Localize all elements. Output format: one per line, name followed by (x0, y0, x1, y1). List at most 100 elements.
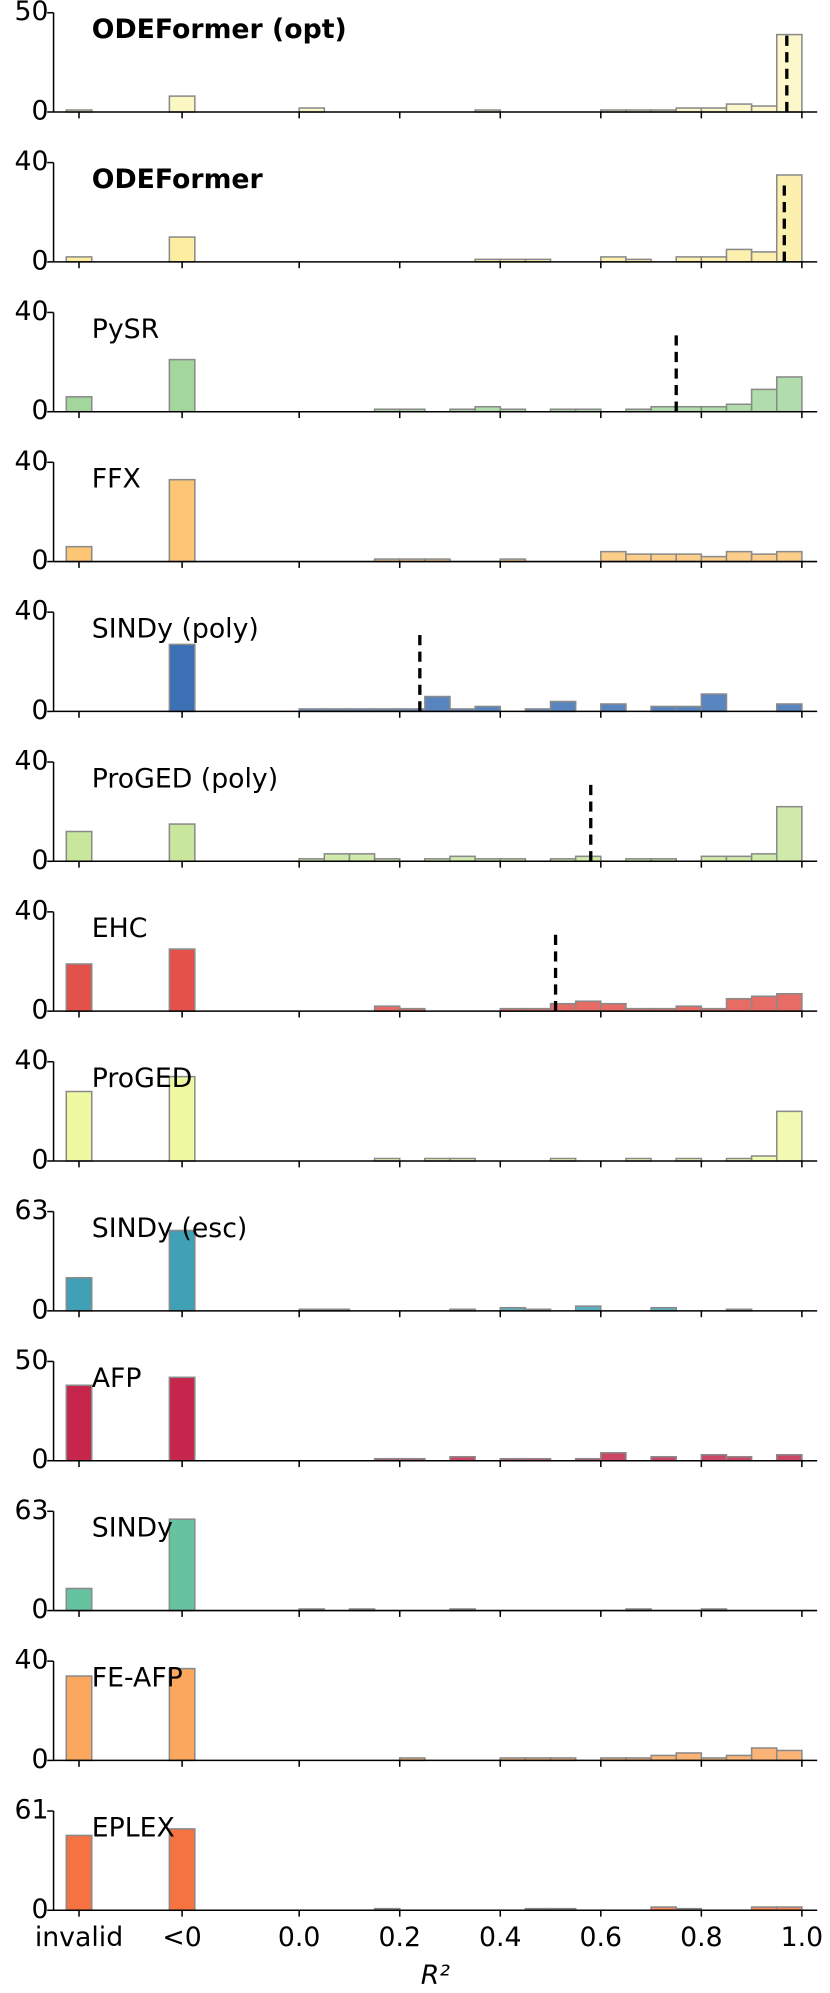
category-bar (168, 358, 196, 413)
category-bar (65, 1384, 93, 1462)
y-tick-label: 50 (14, 1345, 48, 1376)
category-bar (65, 1675, 93, 1762)
hist-bar (775, 993, 803, 1012)
y-tick-label: 40 (14, 1645, 48, 1676)
hist-bar (725, 403, 753, 413)
y-tick-label: 40 (14, 446, 48, 477)
hist-bar (574, 1000, 602, 1012)
y-tick-label: 61 (14, 1795, 48, 1826)
y-tick-label: 0 (31, 1144, 48, 1175)
hist-bar (323, 853, 351, 863)
hist-bar (775, 376, 803, 413)
hist-bar (750, 553, 778, 563)
category-bar (65, 1587, 93, 1612)
x-tick-label: 0.6 (580, 1922, 623, 1953)
y-tick-label: 50 (14, 0, 48, 27)
hist-bar (675, 1752, 703, 1762)
category-bar (168, 1376, 196, 1462)
hist-bar (775, 174, 803, 263)
y-tick-label: 40 (14, 746, 48, 777)
hist-bar (775, 550, 803, 563)
category-bar (168, 1518, 196, 1612)
hist-bar (600, 1452, 627, 1462)
y-tick-label: 63 (14, 1495, 48, 1526)
category-bar (65, 545, 93, 563)
hist-bar (750, 1747, 778, 1762)
hist-bar (750, 853, 778, 863)
y-tick-label: 40 (14, 1045, 48, 1076)
panel-title: ODEFormer (opt) (92, 14, 347, 45)
y-tick-label: 0 (31, 1744, 48, 1775)
y-tick-label: 63 (14, 1195, 48, 1226)
hist-bar (775, 1110, 803, 1162)
hist-bar (750, 105, 778, 113)
category-bar (168, 1229, 196, 1312)
x-axis-label: R² (421, 1960, 451, 1991)
hist-bar (600, 1002, 627, 1012)
category-bar (168, 948, 196, 1012)
hist-bar (600, 703, 627, 713)
hist-bar (600, 550, 627, 563)
hist-bar (700, 1453, 728, 1462)
category-bar (168, 236, 196, 263)
y-tick-label: 40 (14, 596, 48, 627)
category-bar (168, 95, 196, 113)
y-tick-label: 0 (31, 545, 48, 576)
hist-bar (775, 703, 803, 713)
hist-bar (775, 33, 803, 113)
category-bar (168, 1828, 196, 1912)
panel-title: FFX (92, 464, 141, 495)
y-tick-label: 0 (31, 1294, 48, 1325)
category-bar (65, 1276, 93, 1312)
y-tick-label: 0 (31, 1894, 48, 1925)
panel-title: EHC (92, 913, 148, 944)
hist-bar (725, 997, 753, 1012)
x-tick-label: 0.8 (680, 1922, 723, 1953)
panel-title: SINDy (poly) (92, 613, 259, 644)
category-bar (65, 1834, 93, 1912)
y-tick-label: 40 (14, 895, 48, 926)
hist-bar (725, 248, 753, 263)
hist-bar (775, 1453, 803, 1462)
y-tick-label: 40 (14, 146, 48, 177)
hist-bar (750, 251, 778, 263)
hist-bar (424, 695, 451, 713)
category-bar (168, 1667, 196, 1762)
x-tick-label: 0.2 (378, 1922, 421, 1953)
category-bar (65, 1090, 93, 1162)
hist-bar (750, 388, 778, 413)
hist-bar (549, 700, 577, 713)
panel-title: PySR (92, 314, 159, 345)
y-tick-label: 40 (14, 296, 48, 327)
panel-title: ODEFormer (92, 164, 264, 195)
y-tick-label: 0 (31, 995, 48, 1026)
hist-bar (725, 103, 753, 113)
category-bar (65, 830, 93, 863)
panel-title: ProGED (92, 1063, 193, 1094)
panel-title: ProGED (poly) (92, 763, 278, 794)
hist-bar (725, 550, 753, 563)
panel-title: FE-AFP (92, 1662, 183, 1693)
category-bar (168, 823, 196, 863)
hist-bar (625, 553, 652, 563)
panel-title: SINDy (esc) (92, 1213, 248, 1244)
category-bar (168, 478, 196, 563)
y-tick-label: 0 (31, 395, 48, 426)
panel-title: AFP (92, 1363, 142, 1394)
y-tick-label: 0 (31, 695, 48, 726)
x-tick-label: <0 (162, 1922, 201, 1953)
y-tick-label: 0 (31, 245, 48, 276)
hist-bar (775, 805, 803, 863)
y-tick-label: 0 (31, 1594, 48, 1625)
hist-bar (750, 995, 778, 1012)
hist-bar (775, 1749, 803, 1762)
category-bar (65, 396, 93, 413)
x-tick-label: 0.0 (278, 1922, 321, 1953)
x-tick-label: 1.0 (781, 1922, 824, 1953)
hist-bar (675, 553, 703, 563)
hist-bar (700, 693, 728, 713)
category-bar (168, 643, 196, 713)
hist-bar (650, 553, 677, 563)
y-tick-label: 0 (31, 845, 48, 876)
